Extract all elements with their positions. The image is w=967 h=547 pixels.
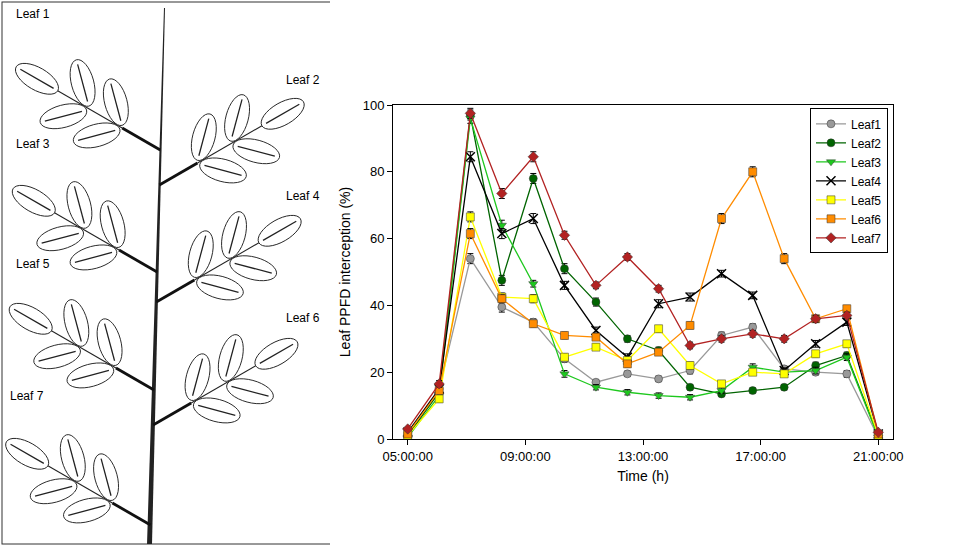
svg-text:Leaf 6: Leaf 6: [286, 311, 320, 325]
svg-text:20: 20: [370, 365, 384, 380]
svg-text:Leaf 7: Leaf 7: [10, 389, 44, 403]
svg-text:Time (h): Time (h): [617, 468, 669, 484]
svg-text:Leaf5: Leaf5: [851, 194, 881, 208]
svg-text:13:00:00: 13:00:00: [618, 449, 669, 464]
svg-text:Leaf2: Leaf2: [851, 137, 881, 151]
svg-text:Leaf3: Leaf3: [851, 156, 881, 170]
svg-text:100: 100: [363, 98, 385, 113]
svg-text:Leaf1: Leaf1: [851, 118, 881, 132]
svg-text:Leaf7: Leaf7: [851, 232, 881, 246]
svg-text:80: 80: [370, 164, 384, 179]
svg-text:Leaf 5: Leaf 5: [16, 257, 50, 271]
svg-text:60: 60: [370, 231, 384, 246]
svg-text:09:00:00: 09:00:00: [500, 449, 551, 464]
svg-text:Leaf 1: Leaf 1: [16, 7, 50, 21]
svg-text:Leaf 2: Leaf 2: [286, 73, 320, 87]
svg-text:Leaf 4: Leaf 4: [286, 189, 320, 203]
svg-text:0: 0: [377, 432, 384, 447]
svg-text:Leaf 3: Leaf 3: [16, 137, 50, 151]
svg-text:Leaf4: Leaf4: [851, 175, 881, 189]
svg-text:Leaf6: Leaf6: [851, 213, 881, 227]
svg-text:17:00:00: 17:00:00: [735, 449, 786, 464]
svg-text:21:00:00: 21:00:00: [853, 449, 904, 464]
svg-text:40: 40: [370, 298, 384, 313]
svg-text:05:00:00: 05:00:00: [382, 449, 433, 464]
svg-text:Leaf PPFD interception (%): Leaf PPFD interception (%): [337, 187, 353, 357]
